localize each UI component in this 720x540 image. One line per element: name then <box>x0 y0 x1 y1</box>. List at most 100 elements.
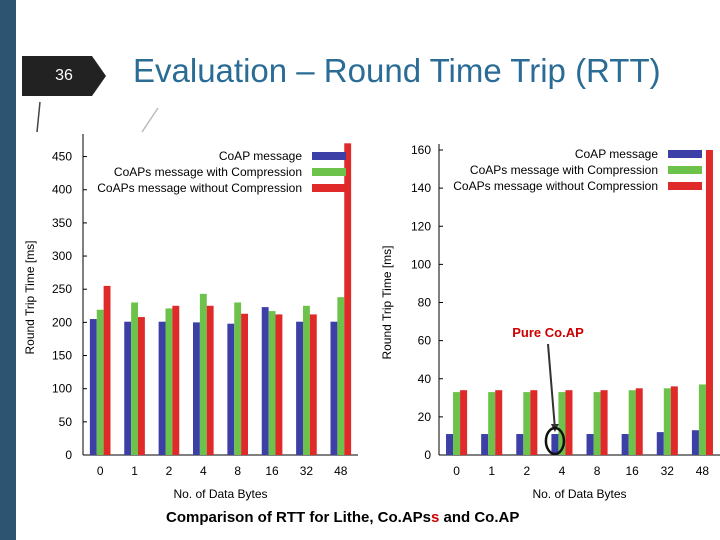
chart1-legend-label: CoAPs message without Compression <box>97 181 302 195</box>
chart2-bar <box>516 434 524 455</box>
chart1-x-tick-label: 4 <box>200 464 207 478</box>
chart2-bar <box>523 392 531 455</box>
chart1-bar <box>199 293 207 455</box>
chart1-bar <box>96 309 104 455</box>
chart2-bar <box>593 392 601 455</box>
chart2-annotation-label: Pure Co.AP <box>512 325 584 340</box>
chart1-x-tick-label: 2 <box>166 464 173 478</box>
chart1-y-tick-label: 350 <box>52 216 72 230</box>
chart2-y-tick-label: 120 <box>411 219 431 233</box>
chart1-bar <box>124 321 132 455</box>
chart2-x-tick-label: 16 <box>626 464 640 478</box>
chart2-x-tick-label: 48 <box>696 464 710 478</box>
chart1-y-tick-label: 400 <box>52 183 72 197</box>
chart1-y-axis-label: Round Trip Time [ms] <box>23 240 37 354</box>
chart2-annotation-circle <box>544 426 566 456</box>
slide-number-tab <box>22 56 92 96</box>
chart1-bar <box>172 305 180 455</box>
chart2-y-tick-label: 80 <box>418 296 432 310</box>
chart1-bar <box>261 307 269 455</box>
chart2-bar <box>635 388 643 455</box>
slide-title: Evaluation – Round Time Trip (RTT) <box>133 52 661 89</box>
chart1-bar <box>309 314 317 455</box>
chart2-x-tick-label: 8 <box>594 464 601 478</box>
chart2-y-tick-label: 100 <box>411 257 431 271</box>
chart1-x-tick-label: 8 <box>234 464 241 478</box>
chart2-x-tick-label: 0 <box>453 464 460 478</box>
chart2-bar <box>488 392 496 455</box>
chart2-bar <box>621 434 629 455</box>
chart2-bar <box>530 390 538 455</box>
chart2-bar <box>698 384 706 455</box>
chart2-x-tick-label: 32 <box>661 464 675 478</box>
chart2-y-tick-label: 20 <box>418 410 432 424</box>
caption-text: Comparison of RTT for Lithe, Co.APs <box>166 509 431 526</box>
chart2-bar <box>558 392 566 455</box>
chart2-x-tick-label: 2 <box>523 464 530 478</box>
chart2-x-tick-label: 4 <box>559 464 566 478</box>
chart2-bar <box>565 390 573 455</box>
caption-text-end: and Co.AP <box>439 509 520 526</box>
chart2-legend-swatch <box>668 150 702 158</box>
chart1-x-tick-label: 0 <box>97 464 104 478</box>
chart2-y-axis-label: Round Trip Time [ms] <box>380 245 394 359</box>
chart1-bar <box>165 308 173 455</box>
chart1-x-tick-label: 48 <box>334 464 348 478</box>
chart1-bar <box>131 302 138 455</box>
chart2-y-tick-label: 60 <box>418 334 432 348</box>
chart2-bar <box>453 392 461 455</box>
slide-number: 36 <box>55 67 73 84</box>
chart1-legend-swatch <box>312 184 346 192</box>
chart1-bar <box>234 302 242 455</box>
chart1-bar <box>193 322 200 455</box>
chart1-y-tick-label: 0 <box>65 448 72 462</box>
chart2-annotation-arrow <box>547 343 556 429</box>
chart2-legend-label: CoAP message <box>575 147 658 161</box>
chart1-bar <box>296 321 303 455</box>
chart1-y-tick-label: 450 <box>52 150 72 164</box>
chart1-legend-label: CoAPs message with Compression <box>114 165 302 179</box>
chart1-y-tick-label: 50 <box>59 415 73 429</box>
chart1-y-tick-label: 100 <box>52 382 72 396</box>
chart2-bar <box>656 432 664 455</box>
chart2-x-tick-label: 1 <box>488 464 495 478</box>
chart1-legend-label: CoAP message <box>219 149 302 163</box>
chart1-bar <box>241 313 248 455</box>
chart2-legend-label: CoAPs message with Compression <box>470 163 658 177</box>
chart1-bar <box>337 297 345 455</box>
chart2-x-axis-label: No. of Data Bytes <box>532 487 626 501</box>
chart2-y-tick-label: 0 <box>424 448 431 462</box>
chart2-bar <box>600 390 608 455</box>
chart2-bar <box>705 150 713 455</box>
chart2-y-tick-label: 160 <box>411 143 431 157</box>
chart1-x-tick-label: 16 <box>265 464 279 478</box>
chart1-bar <box>89 319 97 455</box>
chart2-legend-swatch <box>668 182 702 190</box>
chart2-bar <box>446 434 454 455</box>
chart2-legend-swatch <box>668 166 702 174</box>
chart2-bar <box>460 390 468 455</box>
chart1-x-tick-label: 32 <box>300 464 314 478</box>
chart2-bar <box>551 434 559 455</box>
chart1-bar <box>138 317 145 455</box>
chart2-legend-label: CoAPs message without Compression <box>453 179 658 193</box>
chart2-y-tick-label: 40 <box>418 372 432 386</box>
chart2-bar <box>670 386 678 455</box>
chart2-bar <box>495 390 503 455</box>
chart1-bar <box>103 285 111 455</box>
chart2-bar <box>586 434 594 455</box>
chart1-bar <box>268 311 276 455</box>
chart1-y-tick-label: 200 <box>52 315 72 329</box>
chart1-bar <box>206 305 214 455</box>
chart2-bar <box>691 430 699 455</box>
chart2-bar <box>628 390 636 455</box>
chart2-bar <box>481 434 489 455</box>
chart2-y-tick-label: 140 <box>411 181 431 195</box>
chart1-bar <box>158 321 166 455</box>
chart1-bar <box>227 323 235 455</box>
chart1-x-axis-label: No. of Data Bytes <box>173 487 267 501</box>
chart1-legend-swatch <box>312 168 346 176</box>
chart1-bar <box>275 314 283 455</box>
caption-highlight: s <box>431 509 440 526</box>
